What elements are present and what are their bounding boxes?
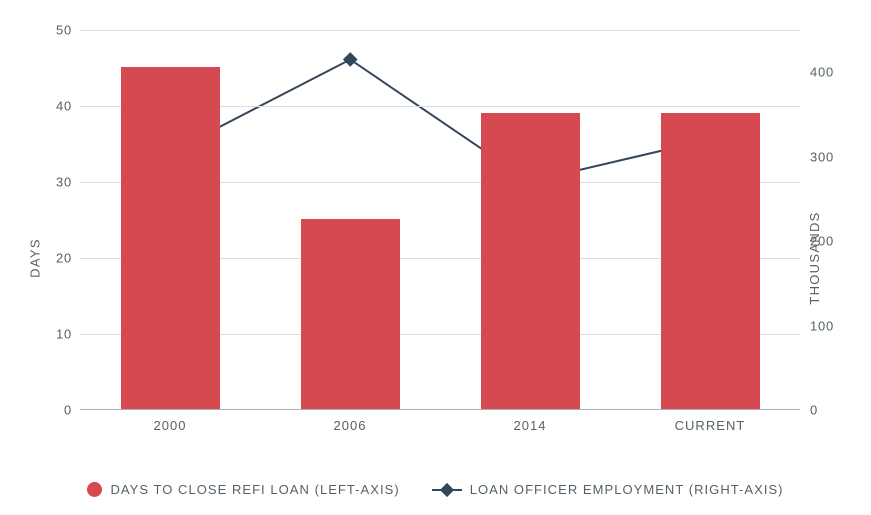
- y-right-tick-label: 400: [810, 65, 870, 80]
- y-left-tick-label: 20: [12, 251, 72, 266]
- y-right-axis-title: THOUSANDS: [807, 211, 822, 304]
- y-left-tick-label: 50: [12, 23, 72, 38]
- bar: [661, 113, 760, 409]
- y-left-tick-label: 10: [12, 327, 72, 342]
- legend-bar-label: DAYS TO CLOSE REFI LOAN (LEFT-AXIS): [110, 482, 399, 497]
- chart-container: DAYS THOUSANDS 0102030405001002003004002…: [0, 0, 871, 515]
- legend-item-bars: DAYS TO CLOSE REFI LOAN (LEFT-AXIS): [87, 482, 399, 497]
- legend-item-line: LOAN OFFICER EMPLOYMENT (RIGHT-AXIS): [432, 482, 784, 497]
- x-tick-label: 2000: [153, 418, 186, 433]
- y-right-tick-label: 0: [810, 403, 870, 418]
- x-tick-label: 2014: [513, 418, 546, 433]
- y-left-tick-label: 30: [12, 175, 72, 190]
- legend-bar-swatch-icon: [87, 482, 102, 497]
- legend-line-swatch-icon: [432, 483, 462, 497]
- y-left-tick-label: 40: [12, 99, 72, 114]
- y-right-tick-label: 200: [810, 234, 870, 249]
- bar: [481, 113, 580, 409]
- y-right-tick-label: 100: [810, 318, 870, 333]
- plot-area: 010203040500100200300400200020062014CURR…: [80, 30, 800, 410]
- legend: DAYS TO CLOSE REFI LOAN (LEFT-AXIS) LOAN…: [0, 482, 871, 497]
- y-right-tick-label: 300: [810, 149, 870, 164]
- legend-line-label: LOAN OFFICER EMPLOYMENT (RIGHT-AXIS): [470, 482, 784, 497]
- gridline: [80, 30, 800, 31]
- y-left-tick-label: 0: [12, 403, 72, 418]
- bar: [301, 219, 400, 409]
- x-tick-label: CURRENT: [675, 418, 746, 433]
- bar: [121, 67, 220, 409]
- x-tick-label: 2006: [333, 418, 366, 433]
